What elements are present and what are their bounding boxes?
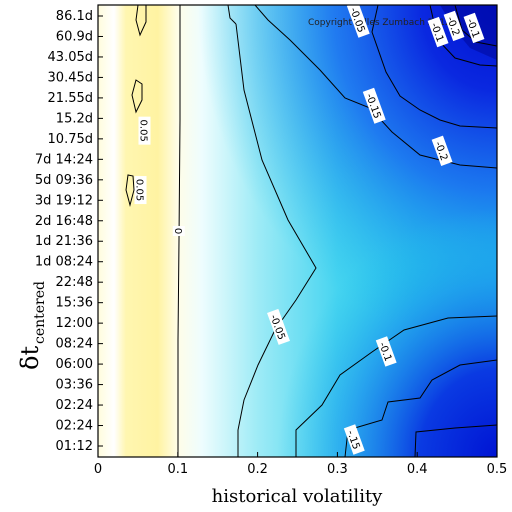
x-tick-label: 0.4 <box>407 462 428 477</box>
contour-line-positive-lower <box>125 174 135 207</box>
contour-label-background <box>346 1 370 38</box>
x-axis-title: historical volatility <box>212 486 384 507</box>
contour-line-minus-0.1-top-right <box>454 5 497 47</box>
y-tick-label: 21.55d <box>48 91 93 106</box>
contour-line-minus-0.15 <box>371 5 497 129</box>
contour-line-minus-0.1-bottom <box>295 315 497 457</box>
y-axis-title: δt centered <box>16 281 48 370</box>
y-tick-label: 15:36 <box>56 296 93 311</box>
y-tick-label: 08:24 <box>56 337 93 352</box>
contour-label-background <box>138 116 151 145</box>
contour-line-minus-0.05-top <box>227 5 237 25</box>
contour-label-background <box>172 226 185 236</box>
contour-label: 0.05 <box>133 176 147 205</box>
contour-label: 0 <box>172 226 185 236</box>
y-axis-title-subscript: centered <box>32 281 48 344</box>
x-tick-label: 0.3 <box>327 462 348 477</box>
x-axis-ticks: 0 0.1 0.2 0.3 0.4 0.5 <box>94 452 507 477</box>
x-tick-label: 0.5 <box>487 462 508 477</box>
y-tick-label: 2d 16:48 <box>35 214 93 229</box>
contour-label-text: 0 <box>172 228 183 234</box>
x-tick-label: 0.1 <box>167 462 188 477</box>
contour-label-background <box>134 176 147 205</box>
y-tick-label: 02:24 <box>56 398 93 413</box>
y-tick-label: 15.2d <box>56 111 93 126</box>
contour-line-positive-top <box>135 5 147 37</box>
y-tick-label: 86.1d <box>56 9 93 24</box>
contour-label-background <box>362 87 386 124</box>
y-tick-label: 02:24 <box>56 419 93 434</box>
contour-label-text: 0.05 <box>133 179 144 201</box>
y-tick-label: 1d 21:36 <box>35 234 93 249</box>
x-tick-label: 0.2 <box>247 462 268 477</box>
contour-label-text: 0.05 <box>137 120 148 142</box>
y-tick-label: 60.9d <box>56 29 93 44</box>
contour-label-background <box>431 135 453 167</box>
contour-label-background <box>463 12 485 44</box>
y-tick-label: 03:36 <box>56 378 93 393</box>
y-tick-label: 3d 19:12 <box>35 193 93 208</box>
y-tick-label: 7d 14:24 <box>35 152 93 167</box>
y-tick-label: 01:12 <box>56 439 93 454</box>
copyright-notice: Copyright Gilles Zumbach 2012 <box>308 18 451 28</box>
contour-label-background <box>375 336 397 367</box>
y-tick-label: 5d 09:36 <box>35 173 93 188</box>
contour-line-positive-blob <box>131 79 143 114</box>
contour-line-zero <box>177 5 181 457</box>
y-tick-label: 06:00 <box>56 357 93 372</box>
contour-line-minus-0.05 <box>235 23 317 457</box>
y-tick-label: 12:00 <box>56 316 93 331</box>
y-tick-label: 30.45d <box>48 70 93 85</box>
contour-label-background <box>343 424 365 455</box>
y-tick-label: 22:48 <box>56 275 93 290</box>
contour-label: 0.05 <box>137 116 151 145</box>
contour-label-background <box>443 10 465 42</box>
y-tick-label: 10.75d <box>48 132 93 147</box>
y-axis-title-main: δt <box>16 346 44 370</box>
contour-label-background <box>267 308 290 345</box>
y-tick-label: 1d 08:24 <box>35 255 93 270</box>
x-tick-label: 0 <box>94 462 102 477</box>
contour-line-minus-0.2-bottom <box>414 424 497 457</box>
y-axis-ticks: 01:12 02:24 02:24 03:36 06:00 08:24 12:00 15:36… <box>35 9 103 454</box>
heatmap-field: Copyright Gilles Zumbach 2012 <box>98 5 497 457</box>
plot-frame <box>97 4 498 458</box>
contour-label-background <box>427 16 449 48</box>
y-tick-label: 43.05d <box>48 50 93 65</box>
